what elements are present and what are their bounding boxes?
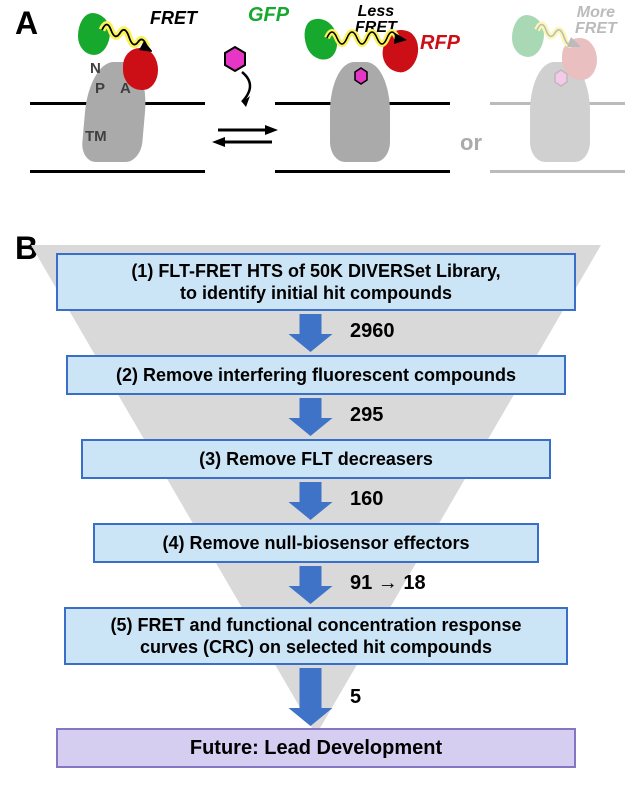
more-fret-bottom: FRET — [575, 20, 617, 37]
more-fret-label: More FRET — [575, 5, 617, 37]
more-fret-top: More — [577, 4, 615, 21]
less-fret-top: Less — [358, 3, 394, 20]
funnel-arrow-5 — [300, 668, 333, 726]
gfp-text-label: GFP — [248, 4, 289, 27]
membrane-bottom-3 — [490, 170, 625, 173]
funnel-count-2: 295 — [350, 404, 383, 427]
or-label: or — [460, 130, 482, 156]
membrane-bottom-1 — [30, 170, 205, 173]
bound-ligand-faded — [550, 68, 572, 90]
panel-a-container: FRET N P A TM GFP RFP Less FRET — [0, 10, 632, 230]
funnel-arrow-4 — [300, 566, 333, 604]
fret-label-1: FRET — [150, 8, 197, 29]
rfp-text-label: RFP — [420, 32, 460, 55]
funnel-arrow-3 — [300, 482, 333, 520]
funnel-arrow-2 — [300, 398, 333, 436]
fret-wave-open — [322, 22, 412, 57]
domain-p-label: P — [95, 80, 105, 97]
funnel-step-2: (2) Remove interfering fluorescent compo… — [66, 355, 566, 395]
equilibrium-arrows — [210, 118, 280, 153]
funnel-count-1: 2960 — [350, 320, 395, 343]
domain-tm-label: TM — [85, 128, 107, 145]
funnel-arrow-1 — [300, 314, 333, 352]
funnel-count-3: 160 — [350, 488, 383, 511]
domain-a-label: A — [120, 80, 131, 97]
fret-wave-closed — [97, 20, 152, 62]
funnel-step-4: (4) Remove null-biosensor effectors — [93, 523, 539, 563]
funnel-count-5: 5 — [350, 686, 361, 709]
panel-b-container: (1) FLT-FRET HTS of 50K DIVERSet Library… — [0, 235, 632, 795]
membrane-bottom-2 — [275, 170, 450, 173]
funnel-step-1: (1) FLT-FRET HTS of 50K DIVERSet Library… — [56, 253, 576, 311]
domain-n-label: N — [90, 60, 101, 77]
funnel-step-6: Future: Lead Development — [56, 728, 576, 768]
funnel-count-4: 91 → 18 — [350, 572, 426, 595]
funnel-step-5: (5) FRET and functional concentration re… — [64, 607, 568, 665]
bound-ligand-open — [350, 66, 372, 88]
funnel-step-3: (3) Remove FLT decreasers — [81, 439, 551, 479]
ligand-binding-arrow — [210, 45, 270, 115]
